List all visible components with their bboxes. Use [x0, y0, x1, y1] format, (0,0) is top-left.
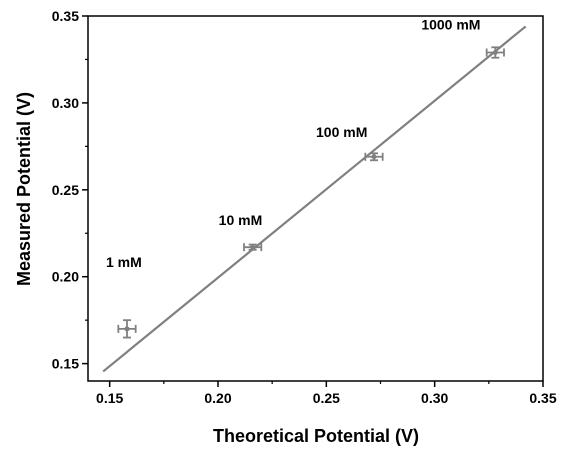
x-tick-label: 0.35 — [529, 390, 556, 406]
y-tick-label: 0.35 — [52, 8, 79, 24]
x-axis-title: Theoretical Potential (V) — [213, 426, 419, 446]
plot-frame — [87, 15, 544, 382]
data-point — [364, 152, 384, 162]
y-axis-title: Measured Potential (V) — [14, 92, 34, 286]
data-marker — [492, 50, 498, 55]
concentration-label: 10 mM — [219, 212, 263, 228]
x-tick-label: 0.25 — [313, 390, 340, 406]
y-tick-label: 0.20 — [52, 269, 79, 285]
y-tick-label: 0.15 — [52, 356, 79, 372]
x-tick-label: 0.30 — [421, 390, 448, 406]
axes-layer: 0.15 0.20 0.25 0.30 0.35 0.15 0.20 0.25 0.30 0.35 — [52, 8, 557, 406]
data-point — [243, 243, 263, 252]
data-marker — [371, 154, 377, 160]
data-marker — [250, 244, 256, 250]
concentration-label: 100 mM — [316, 124, 367, 140]
data-point — [485, 46, 505, 59]
concentration-label: 1000 mM — [421, 17, 480, 33]
data-points-layer — [117, 46, 505, 339]
annotations-layer: 1 mM 10 mM 100 mM 1000 mM — [106, 17, 480, 270]
data-marker — [124, 326, 130, 332]
x-tick-label: 0.15 — [96, 390, 123, 406]
data-point — [117, 319, 137, 339]
y-tick-label: 0.30 — [52, 95, 79, 111]
concentration-label: 1 mM — [106, 254, 142, 270]
y-tick-label: 0.25 — [52, 182, 79, 198]
fit-line-layer — [102, 25, 527, 373]
x-tick-label: 0.20 — [204, 390, 231, 406]
fit-line — [102, 25, 527, 373]
